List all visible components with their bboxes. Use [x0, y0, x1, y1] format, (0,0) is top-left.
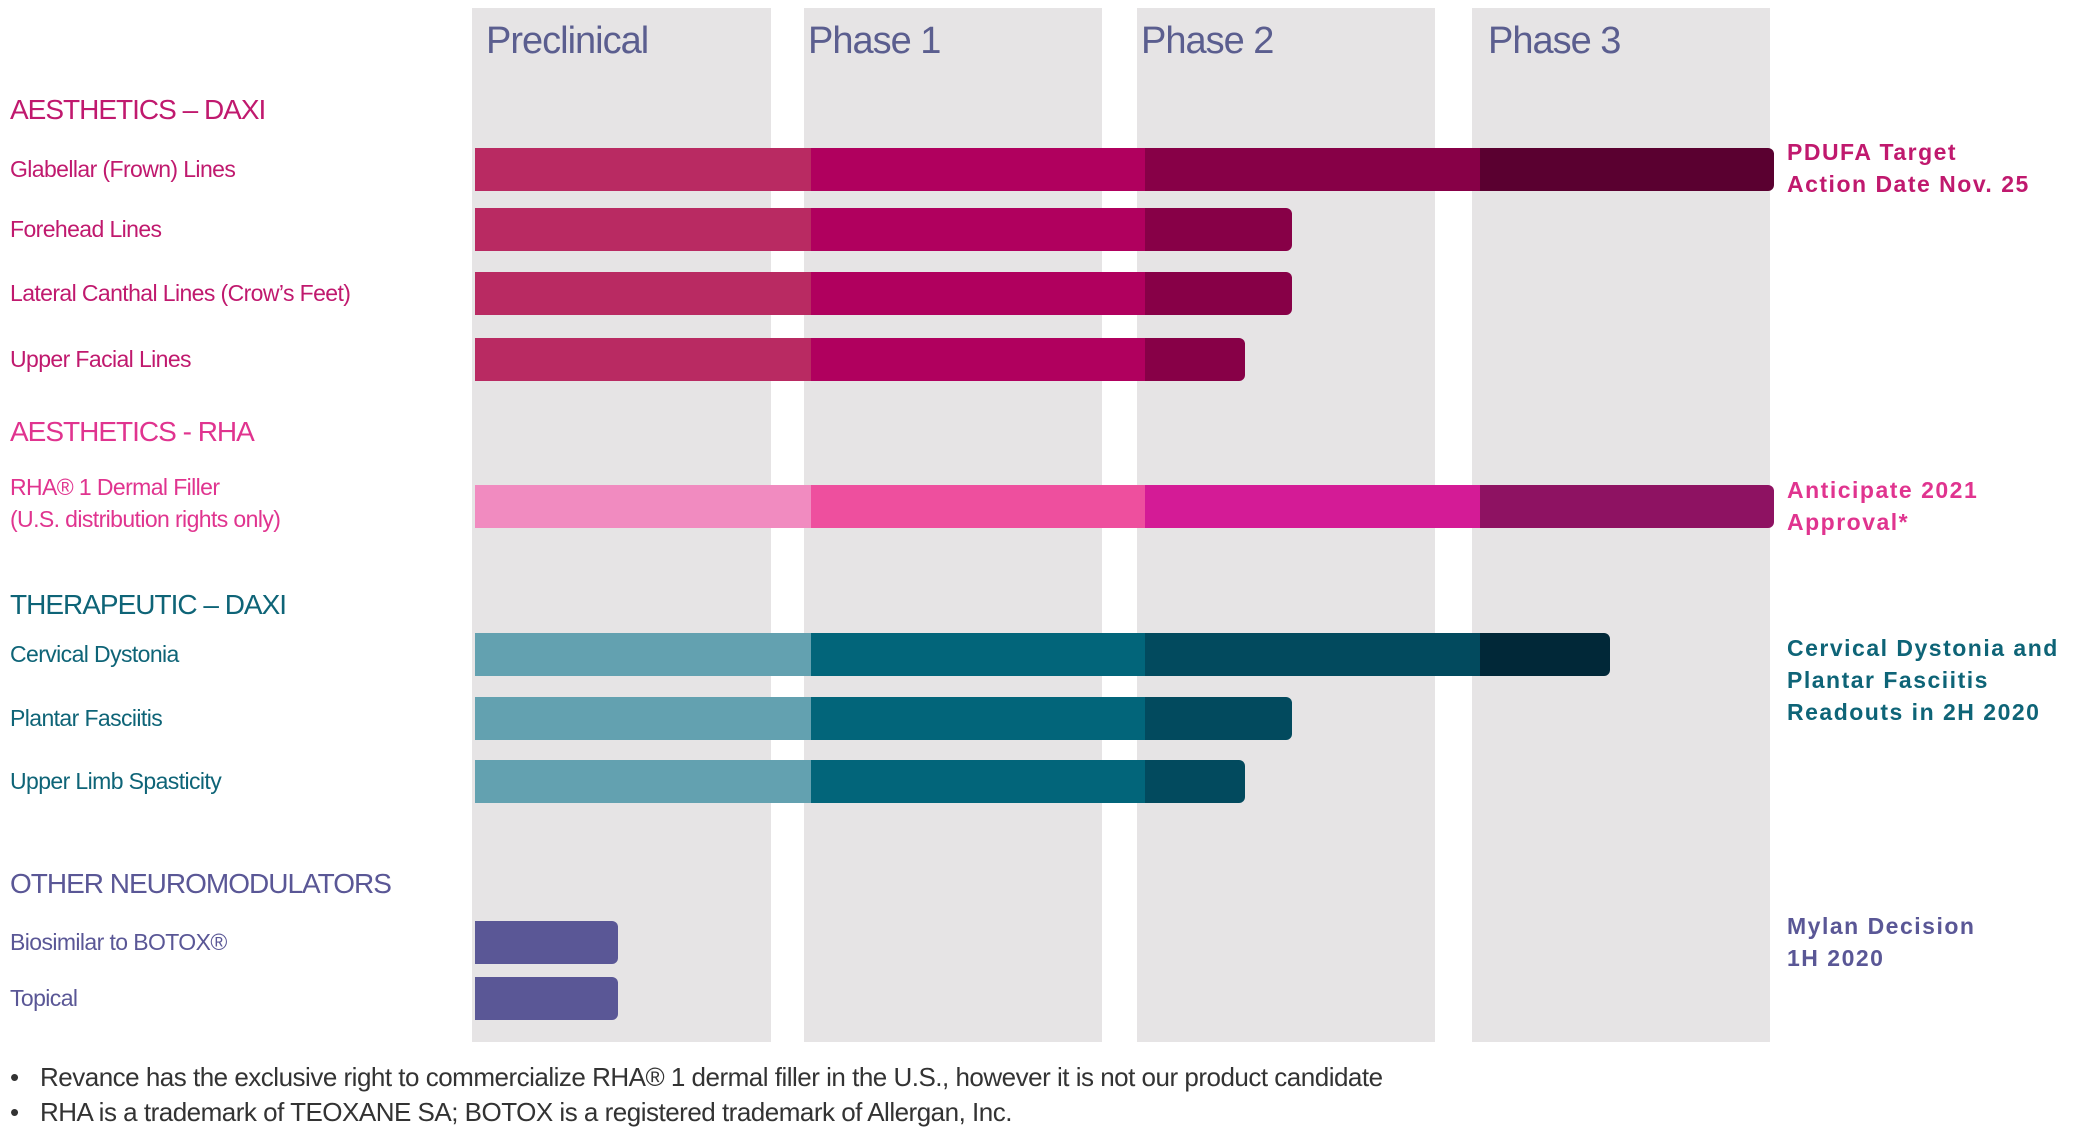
bar-segment-phase-3 — [1476, 633, 1611, 676]
bar-segment-phase-2 — [1141, 760, 1245, 803]
bar-segment-phase-1 — [807, 697, 1145, 740]
bar-segment-phase-2 — [1141, 338, 1245, 381]
milestone-note: Mylan Decision — [1787, 913, 1976, 939]
row-label: Upper Limb Spasticity — [10, 768, 222, 794]
bar-segment-phase-1 — [807, 148, 1145, 191]
stage-header: Phase 1 — [808, 20, 941, 62]
bar-segment-preclinical — [475, 338, 811, 381]
bullet: • — [10, 1097, 19, 1127]
milestone-note: 1H 2020 — [1787, 945, 1885, 971]
section-title: OTHER NEUROMODULATORS — [10, 868, 392, 899]
bar-segment-preclinical — [475, 633, 811, 676]
stage-header: Preclinical — [486, 20, 649, 62]
bar-segment-phase-1 — [807, 272, 1145, 315]
bar-segment-phase-1 — [807, 633, 1145, 676]
bar-segment-phase-2 — [1141, 148, 1480, 191]
row-label: Forehead Lines — [10, 216, 162, 242]
footnote-2: • RHA is a trademark of TEOXANE SA; BOTOX… — [10, 1097, 1012, 1128]
bar-segment-preclinical — [475, 697, 811, 740]
footnote-text: Revance has the exclusive right to comme… — [40, 1062, 1383, 1092]
bar-segment-preclinical — [475, 208, 811, 251]
row-label: Lateral Canthal Lines (Crow’s Feet) — [10, 280, 351, 306]
milestone-note: PDUFA Target — [1787, 139, 1958, 165]
row-label-sub: (U.S. distribution rights only) — [10, 506, 281, 532]
bar-segment-preclinical — [475, 485, 811, 528]
bar-segment-phase-1 — [807, 338, 1145, 381]
section-title: THERAPEUTIC – DAXI — [10, 589, 287, 620]
bar-segment-phase-2 — [1141, 697, 1292, 740]
milestone-note: Cervical Dystonia and — [1787, 635, 2059, 661]
section-title: AESTHETICS – DAXI — [10, 94, 266, 125]
row-label: Cervical Dystonia — [10, 641, 179, 667]
bar-segment-phase-3 — [1476, 485, 1774, 528]
bar-segment-phase-1 — [807, 760, 1145, 803]
row-label: RHA® 1 Dermal Filler — [10, 474, 220, 500]
row-label: Upper Facial Lines — [10, 346, 192, 372]
bar-segment-phase-1 — [807, 208, 1145, 251]
bar-segment-preclinical — [475, 977, 618, 1020]
bullet: • — [10, 1062, 19, 1092]
row-label: Topical — [10, 985, 78, 1011]
footnote-text: RHA is a trademark of TEOXANE SA; BOTOX … — [40, 1097, 1012, 1127]
bar-segment-phase-2 — [1141, 272, 1292, 315]
milestone-note: Action Date Nov. 25 — [1787, 171, 2030, 197]
stage-header: Phase 3 — [1488, 20, 1621, 62]
milestone-note: Approval* — [1787, 509, 1910, 535]
bar-segment-preclinical — [475, 148, 811, 191]
section-title: AESTHETICS - RHA — [10, 416, 255, 447]
footnote-1: • Revance has the exclusive right to comm… — [10, 1062, 1383, 1093]
bar-segment-preclinical — [475, 272, 811, 315]
bar-segment-phase-3 — [1476, 148, 1774, 191]
bar-segment-phase-2 — [1141, 633, 1480, 676]
milestone-note: Anticipate 2021 — [1787, 477, 1979, 503]
milestone-note: Readouts in 2H 2020 — [1787, 699, 2041, 725]
bar-segment-preclinical — [475, 921, 618, 964]
row-label: Glabellar (Frown) Lines — [10, 156, 236, 182]
row-label: Plantar Fasciitis — [10, 705, 163, 731]
bar-segment-phase-2 — [1141, 485, 1480, 528]
bar-segment-preclinical — [475, 760, 811, 803]
bar-segment-phase-2 — [1141, 208, 1292, 251]
stage-header: Phase 2 — [1141, 20, 1274, 62]
bar-segment-phase-1 — [807, 485, 1145, 528]
milestone-note: Plantar Fasciitis — [1787, 667, 1989, 693]
row-label: Biosimilar to BOTOX® — [10, 929, 227, 955]
